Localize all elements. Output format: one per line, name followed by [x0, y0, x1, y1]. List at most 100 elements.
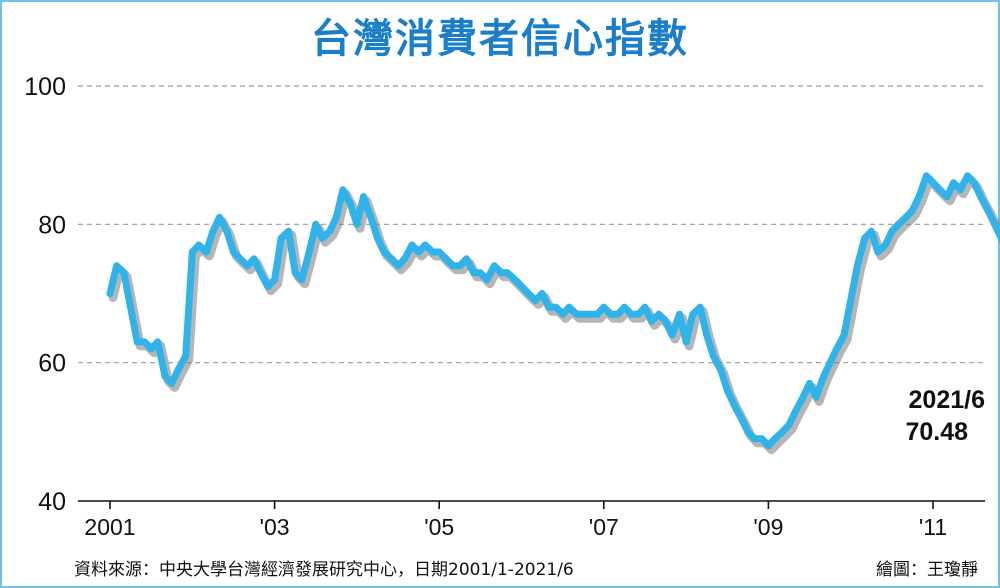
data-point	[216, 213, 223, 221]
x-tick-label: '07	[589, 514, 619, 540]
data-point	[689, 310, 697, 318]
data-point	[449, 262, 457, 270]
data-point	[504, 269, 511, 277]
data-point	[188, 248, 196, 256]
data-point	[812, 393, 820, 401]
series-line-shadow	[108, 175, 1000, 455]
data-point	[662, 317, 669, 325]
data-point	[476, 269, 484, 277]
data-point	[620, 303, 628, 311]
data-point	[456, 262, 464, 270]
data-point	[847, 296, 855, 304]
source-note: 資料來源：中央大學台灣經濟發展研究中心，日期2001/1-2021/6	[74, 560, 574, 580]
callout-value-label: 70.48	[905, 418, 968, 446]
data-point	[600, 303, 608, 311]
data-point	[950, 179, 958, 187]
x-tick-label: '11	[919, 514, 947, 540]
data-point	[922, 172, 930, 180]
data-point	[277, 234, 285, 242]
data-point	[154, 338, 162, 346]
data-point	[127, 303, 135, 311]
data-point	[120, 269, 128, 277]
data-point	[717, 366, 725, 374]
data-point	[545, 303, 553, 311]
data-point	[223, 227, 231, 235]
data-point	[820, 373, 827, 380]
data-point	[133, 338, 141, 346]
data-point	[902, 213, 910, 221]
data-point	[532, 296, 539, 304]
data-point	[250, 255, 258, 263]
x-tick-label: 2001	[84, 514, 135, 540]
data-point	[161, 373, 169, 380]
data-point	[936, 186, 944, 194]
data-point	[257, 269, 265, 277]
data-point	[785, 421, 793, 429]
data-point	[236, 255, 244, 263]
data-point	[141, 338, 149, 346]
data-point	[723, 386, 731, 394]
y-tick-label: 80	[38, 211, 66, 239]
data-point	[627, 310, 635, 318]
data-point	[518, 283, 525, 291]
data-point	[758, 435, 766, 443]
data-point	[298, 276, 306, 284]
data-point	[565, 303, 573, 311]
data-point	[305, 248, 313, 256]
data-point	[641, 303, 649, 311]
data-point	[614, 310, 622, 318]
data-point	[888, 227, 896, 235]
data-point	[799, 393, 807, 401]
data-point	[360, 193, 367, 201]
data-point	[243, 262, 251, 270]
data-point	[874, 248, 882, 256]
data-point	[915, 193, 923, 201]
data-point	[826, 359, 834, 367]
data-point	[929, 179, 937, 187]
data-point	[606, 310, 614, 318]
credit-note: 繪圖：王瓊靜	[876, 560, 978, 580]
data-point	[792, 407, 800, 415]
data-point	[984, 207, 992, 214]
data-point	[326, 227, 334, 235]
x-tick-labels: 2001'03'05'07'09'11'13'15'17'19'21	[84, 514, 947, 540]
chart-title: 台灣消費者信心指數	[311, 16, 689, 62]
data-point	[339, 186, 347, 194]
data-point	[750, 435, 758, 443]
data-point	[435, 248, 443, 256]
data-point	[388, 255, 395, 263]
data-point	[861, 234, 869, 242]
data-point	[593, 310, 601, 318]
data-point	[573, 310, 581, 318]
data-point	[394, 262, 402, 270]
data-point	[709, 352, 717, 360]
data-point	[737, 414, 745, 422]
data-point	[977, 193, 985, 201]
data-point	[202, 248, 210, 256]
data-point	[401, 255, 409, 263]
data-point	[147, 345, 155, 353]
data-point	[579, 310, 587, 318]
x-tick-label: '05	[424, 514, 454, 540]
data-point	[470, 269, 478, 277]
data-point	[442, 255, 450, 263]
data-point	[964, 172, 972, 180]
data-point	[538, 290, 546, 297]
data-point	[894, 220, 902, 228]
data-point	[332, 213, 340, 221]
data-point	[229, 248, 237, 256]
x-tick-label: '03	[260, 514, 290, 540]
data-point	[346, 200, 354, 208]
y-tick-label: 40	[38, 488, 66, 516]
data-point	[908, 207, 916, 214]
data-point	[943, 193, 951, 201]
data-point	[421, 241, 429, 249]
data-point	[730, 400, 738, 408]
data-point	[353, 220, 361, 228]
data-point	[168, 379, 176, 387]
data-point	[408, 241, 416, 249]
data-point	[970, 179, 978, 187]
data-point	[806, 379, 813, 387]
data-point	[668, 331, 676, 339]
